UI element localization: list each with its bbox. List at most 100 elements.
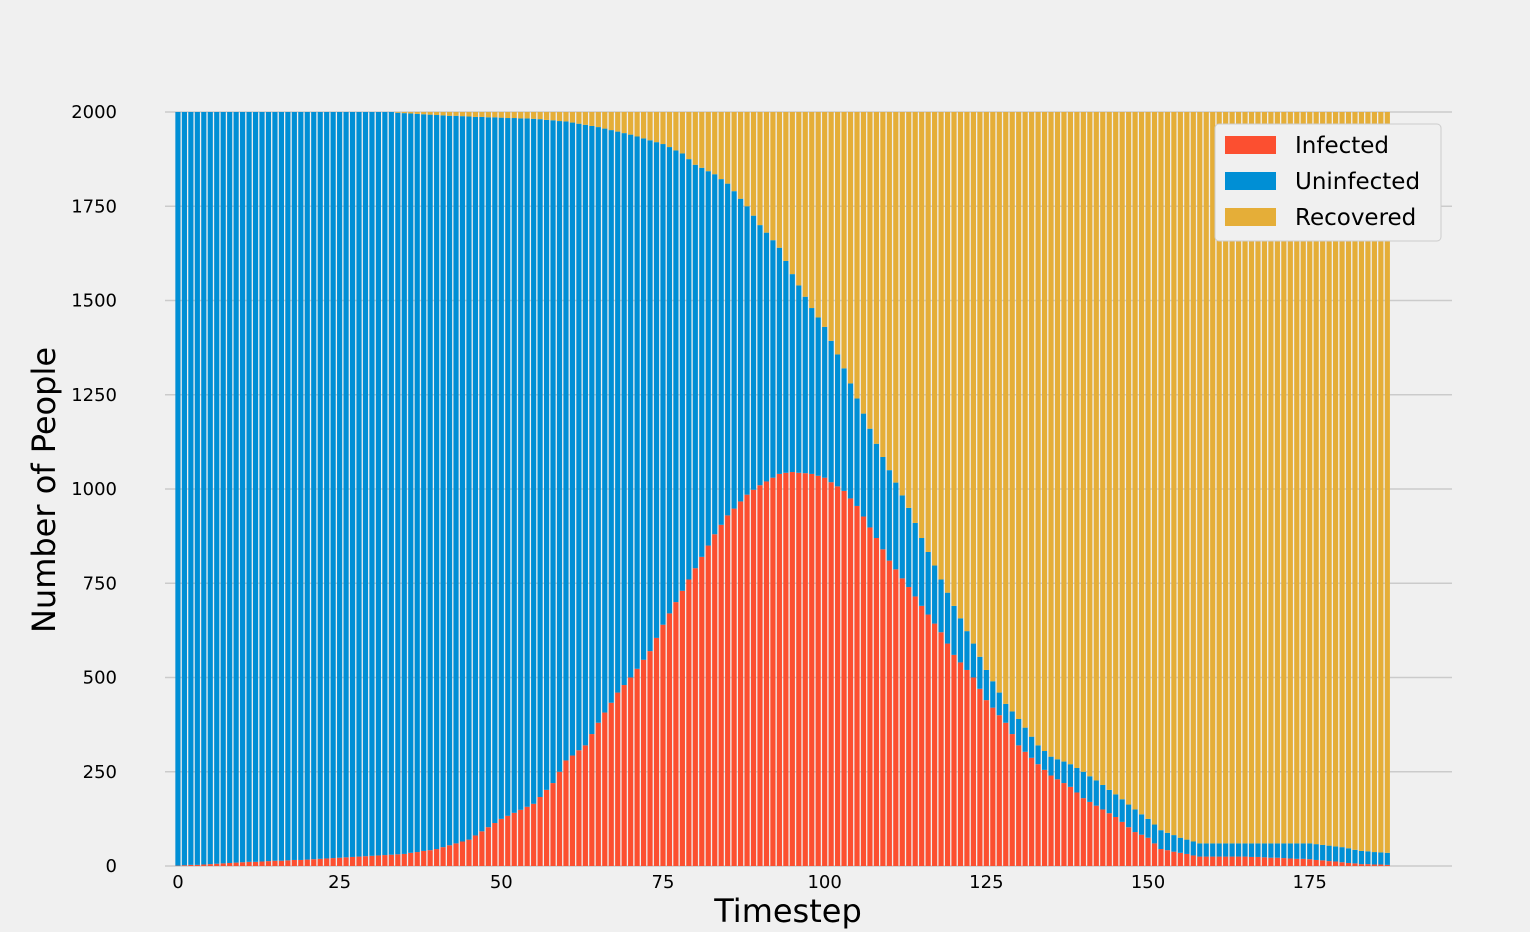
bar-infected-118 (938, 632, 944, 866)
bar-infected-120 (951, 654, 957, 866)
y-tick-label-1500: 1500 (71, 291, 117, 312)
bar-infected-44 (459, 841, 466, 866)
bar-recovered-69 (621, 112, 627, 134)
bar-uninfected-86 (731, 191, 737, 509)
bar-infected-100 (822, 477, 828, 866)
bar-recovered-52 (511, 112, 517, 119)
bar-uninfected-90 (757, 225, 763, 486)
bar-infected-123 (970, 677, 976, 866)
bar-infected-91 (763, 481, 770, 866)
bar-recovered-79 (686, 112, 692, 160)
bar-recovered-182 (1352, 112, 1358, 850)
bar-infected-156 (1184, 853, 1190, 866)
bar-infected-173 (1294, 858, 1300, 866)
bar-infected-46 (472, 835, 479, 866)
bar-infected-7 (220, 863, 226, 866)
bar-recovered-53 (518, 112, 524, 119)
bar-infected-74 (653, 637, 660, 866)
bar-recovered-56 (537, 112, 543, 120)
bar-recovered-167 (1255, 112, 1261, 844)
bar-infected-98 (809, 473, 815, 866)
bar-recovered-115 (919, 112, 925, 539)
bar-infected-65 (595, 722, 601, 866)
bar-infected-58 (550, 783, 556, 866)
bar-infected-89 (750, 489, 757, 866)
bar-uninfected-116 (925, 551, 931, 615)
bar-recovered-57 (543, 112, 550, 120)
bar-uninfected-31 (375, 112, 382, 856)
bar-recovered-137 (1061, 112, 1067, 762)
bar-infected-64 (589, 734, 595, 866)
y-axis-ticks: 0 250 500 750 1000 1250 1500 1750 2000 (71, 102, 117, 877)
bar-uninfected-141 (1087, 776, 1093, 802)
bar-uninfected-46 (472, 116, 479, 836)
bar-recovered-110 (886, 112, 892, 471)
bar-uninfected-65 (595, 127, 601, 723)
bar-recovered-164 (1235, 112, 1242, 844)
bar-recovered-145 (1113, 112, 1119, 795)
bar-recovered-100 (822, 112, 828, 327)
bar-uninfected-44 (459, 116, 466, 842)
bar-recovered-87 (738, 112, 744, 199)
bar-infected-84 (718, 524, 724, 866)
bar-uninfected-6 (214, 112, 220, 864)
bar-recovered-134 (1041, 112, 1048, 752)
bar-recovered-126 (990, 112, 996, 682)
y-tick-label-2000: 2000 (71, 102, 117, 123)
bar-infected-32 (382, 855, 388, 866)
bar-uninfected-1 (181, 112, 187, 866)
bar-recovered-178 (1326, 112, 1332, 846)
bar-uninfected-51 (505, 118, 511, 816)
bar-infected-17 (285, 860, 291, 866)
bar-recovered-95 (789, 112, 795, 275)
bar-infected-2 (188, 864, 194, 866)
bar-uninfected-97 (802, 296, 808, 474)
bar-infected-13 (259, 861, 265, 866)
bar-infected-12 (252, 861, 259, 866)
bar-infected-106 (860, 516, 867, 866)
bar-uninfected-15 (272, 112, 278, 861)
bar-recovered-38 (421, 112, 427, 115)
bar-infected-61 (569, 755, 576, 866)
bar-recovered-78 (679, 112, 685, 154)
bar-recovered-101 (828, 112, 834, 341)
bar-recovered-94 (783, 112, 789, 261)
bar-uninfected-5 (207, 112, 213, 865)
bar-uninfected-33 (388, 112, 394, 855)
bar-infected-75 (660, 624, 666, 866)
bar-recovered-120 (951, 112, 957, 606)
bar-uninfected-41 (440, 115, 446, 848)
legend: Infected Uninfected Recovered (1214, 123, 1442, 242)
bar-infected-4 (201, 864, 207, 866)
bar-recovered-118 (938, 112, 944, 580)
bar-uninfected-101 (828, 340, 834, 483)
bar-infected-43 (453, 843, 459, 866)
bar-uninfected-43 (453, 115, 459, 844)
bar-recovered-63 (582, 112, 588, 125)
bar-recovered-44 (459, 112, 466, 117)
bar-uninfected-115 (919, 538, 925, 606)
bar-infected-96 (796, 472, 802, 866)
bar-infected-19 (298, 859, 304, 866)
bar-infected-69 (621, 685, 627, 866)
bar-uninfected-128 (1003, 703, 1009, 723)
bar-infected-177 (1320, 860, 1326, 866)
bar-infected-132 (1029, 757, 1035, 866)
bar-infected-60 (563, 760, 569, 866)
bar-uninfected-149 (1138, 814, 1145, 835)
bar-infected-163 (1229, 856, 1235, 866)
bar-recovered-35 (401, 112, 407, 114)
bar-uninfected-107 (867, 428, 873, 528)
bar-uninfected-114 (912, 522, 918, 597)
bar-infected-125 (983, 700, 989, 866)
bar-recovered-99 (815, 112, 821, 318)
bar-uninfected-112 (899, 495, 905, 579)
bar-infected-67 (608, 702, 614, 866)
bar-uninfected-40 (434, 115, 440, 850)
bar-uninfected-71 (634, 136, 640, 669)
bar-recovered-160 (1210, 112, 1216, 844)
bar-uninfected-176 (1313, 844, 1319, 860)
bar-infected-71 (634, 668, 640, 866)
bar-recovered-186 (1378, 112, 1384, 853)
bar-infected-179 (1333, 861, 1339, 866)
